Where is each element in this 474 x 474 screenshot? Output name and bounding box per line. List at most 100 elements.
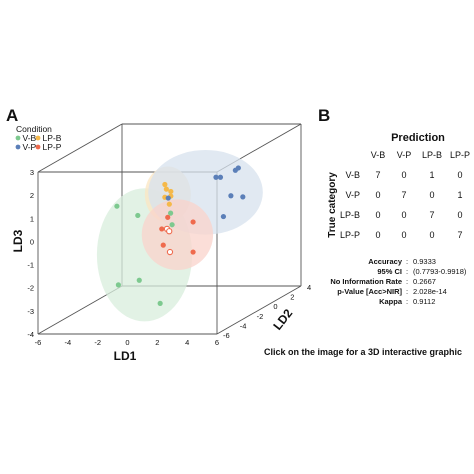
data-points — [114, 165, 246, 306]
stat-value: 2.028e-14 — [413, 287, 447, 296]
stat-label: No Information Rate — [330, 277, 402, 286]
point-v-b — [169, 222, 175, 228]
column-header: LP-B — [422, 150, 442, 160]
matrix-cell: 0 — [457, 170, 462, 180]
x-tick-label: 6 — [215, 338, 219, 347]
z-tick-label: 3 — [30, 168, 34, 177]
x-tick-label: -4 — [64, 338, 71, 347]
legend-title: Condition — [16, 124, 52, 134]
stat-colon: : — [406, 287, 408, 296]
matrix-cell: 0 — [429, 190, 434, 200]
matrix-cell: 7 — [429, 210, 434, 220]
panel-a-label: A — [6, 106, 18, 125]
row-header: LP-B — [340, 210, 360, 220]
matrix-cell: 7 — [457, 230, 462, 240]
y-tick-label: 4 — [307, 283, 311, 292]
y-tick-label: -2 — [257, 312, 264, 321]
matrix-cell: 0 — [401, 210, 406, 220]
z-tick-label: 0 — [30, 237, 34, 246]
point-v-b — [168, 210, 174, 216]
y-tick-label: 0 — [273, 302, 277, 311]
x-tick-label: 2 — [155, 338, 159, 347]
cube-edge — [37, 123, 123, 173]
matrix-cell: 1 — [457, 190, 462, 200]
matrix-cell: 7 — [401, 190, 406, 200]
legend-marker-lp-b — [35, 135, 41, 141]
prediction-title: Prediction — [391, 132, 445, 144]
stat-value: 0.2667 — [413, 277, 436, 286]
stat-colon: : — [406, 277, 408, 286]
stat-label: p-Value [Acc>NIR] — [337, 287, 402, 296]
point-lp-p — [190, 249, 196, 255]
point-v-b — [136, 277, 142, 283]
z-tick-label: 1 — [30, 214, 34, 223]
matrix-cell: 1 — [429, 170, 434, 180]
z-tick-label: -2 — [27, 284, 34, 293]
row-header: V-B — [345, 170, 360, 180]
cube-edge — [216, 285, 302, 335]
matrix-cell: 0 — [375, 190, 380, 200]
legend-marker-v-p — [15, 144, 21, 150]
z-tick-label: 2 — [30, 191, 34, 200]
point-lp-p — [166, 248, 174, 256]
column-header: V-B — [371, 150, 386, 160]
panel-b-label: B — [318, 106, 330, 125]
row-header: V-P — [345, 190, 360, 200]
point-v-p — [213, 174, 219, 180]
matrix-cell: 0 — [401, 230, 406, 240]
point-v-p — [165, 195, 171, 201]
true-category-label: True category — [327, 172, 338, 238]
point-lp-p — [190, 219, 196, 225]
y-tick-label: -4 — [240, 321, 247, 330]
stat-value: (0.7793-0.9918) — [413, 267, 467, 276]
point-v-b — [135, 212, 141, 219]
x-tick-label: -6 — [35, 338, 42, 347]
stat-label: Kappa — [379, 297, 403, 306]
z-tick-label: -3 — [27, 307, 34, 316]
point-v-p — [217, 174, 224, 180]
x-tick-label: 4 — [185, 338, 189, 347]
stat-value: 0.9333 — [413, 257, 436, 266]
legend-marker-lp-p — [35, 144, 41, 150]
cluster-ellipse-lp-p — [141, 199, 214, 271]
stat-colon: : — [406, 297, 408, 306]
legend: Condition V-B LP-B V-P LP-P — [15, 124, 62, 152]
confusion-matrix: Prediction True category V-B V-P LP-B LP-P V… — [327, 132, 470, 240]
matrix-cell: 0 — [429, 230, 434, 240]
z-tick-label: -1 — [27, 261, 34, 270]
matrix-cell: 0 — [375, 230, 380, 240]
interactive-footnote[interactable]: Click on the image for a 3D interactive … — [264, 347, 462, 357]
row-header: LP-P — [340, 230, 360, 240]
legend-label-lp-p: LP-P — [43, 142, 62, 152]
x-tick-label: -2 — [94, 338, 101, 347]
x-tick-label: 0 — [125, 338, 129, 347]
point-v-p — [240, 194, 246, 200]
z-axis-title: LD3 — [11, 229, 25, 252]
point-v-p — [220, 213, 227, 220]
stat-colon: : — [406, 267, 408, 276]
point-lp-b — [163, 186, 169, 192]
point-lp-p — [166, 228, 173, 235]
point-v-p — [235, 165, 241, 171]
point-v-b — [157, 300, 163, 306]
stat-label: 95% CI — [377, 267, 402, 276]
point-lp-b — [162, 181, 168, 188]
point-lp-p — [160, 242, 166, 248]
y-tick-label: 2 — [290, 293, 294, 302]
point-lp-p — [159, 226, 165, 232]
point-lp-b — [168, 188, 174, 195]
point-lp-b — [166, 201, 172, 207]
legend-label-lp-b: LP-B — [43, 133, 62, 143]
matrix-cell: 0 — [457, 210, 462, 220]
column-header: V-P — [397, 150, 412, 160]
x-axis-title: LD1 — [114, 349, 137, 363]
point-v-b — [114, 203, 120, 209]
legend-label-v-b: V-B — [23, 133, 37, 143]
point-lp-p — [165, 214, 171, 220]
column-header: LP-P — [450, 150, 470, 160]
matrix-cell: 0 — [375, 210, 380, 220]
